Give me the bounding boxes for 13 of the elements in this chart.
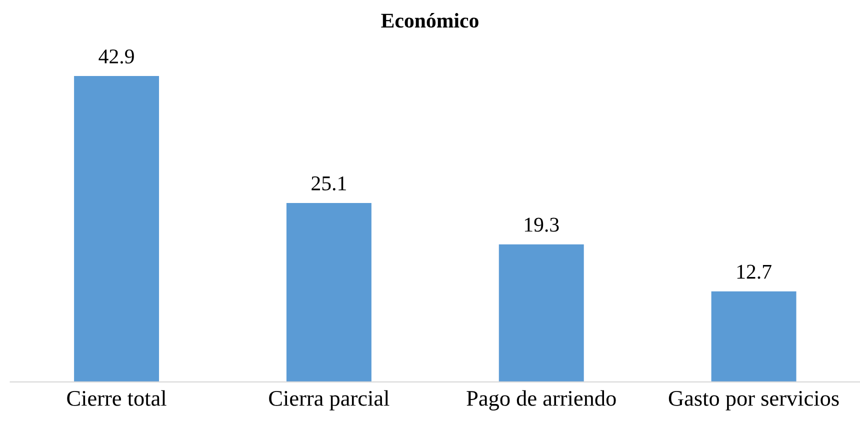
x-tick-label: Pago de arriendo (466, 390, 616, 410)
data-label: 25.1 (312, 176, 346, 190)
bar (711, 291, 796, 382)
bar (286, 202, 372, 382)
x-tick-label: Cierra parcial (269, 390, 390, 410)
chart-title: Económico (381, 13, 478, 28)
bar (74, 76, 160, 382)
data-label: 12.7 (737, 264, 772, 279)
x-tick-label: Cierre total (67, 390, 166, 406)
x-tick-label: Gasto por servicios (668, 390, 839, 410)
data-label: 19.3 (524, 218, 559, 232)
bar (498, 244, 584, 382)
data-label: 42.9 (98, 49, 134, 64)
